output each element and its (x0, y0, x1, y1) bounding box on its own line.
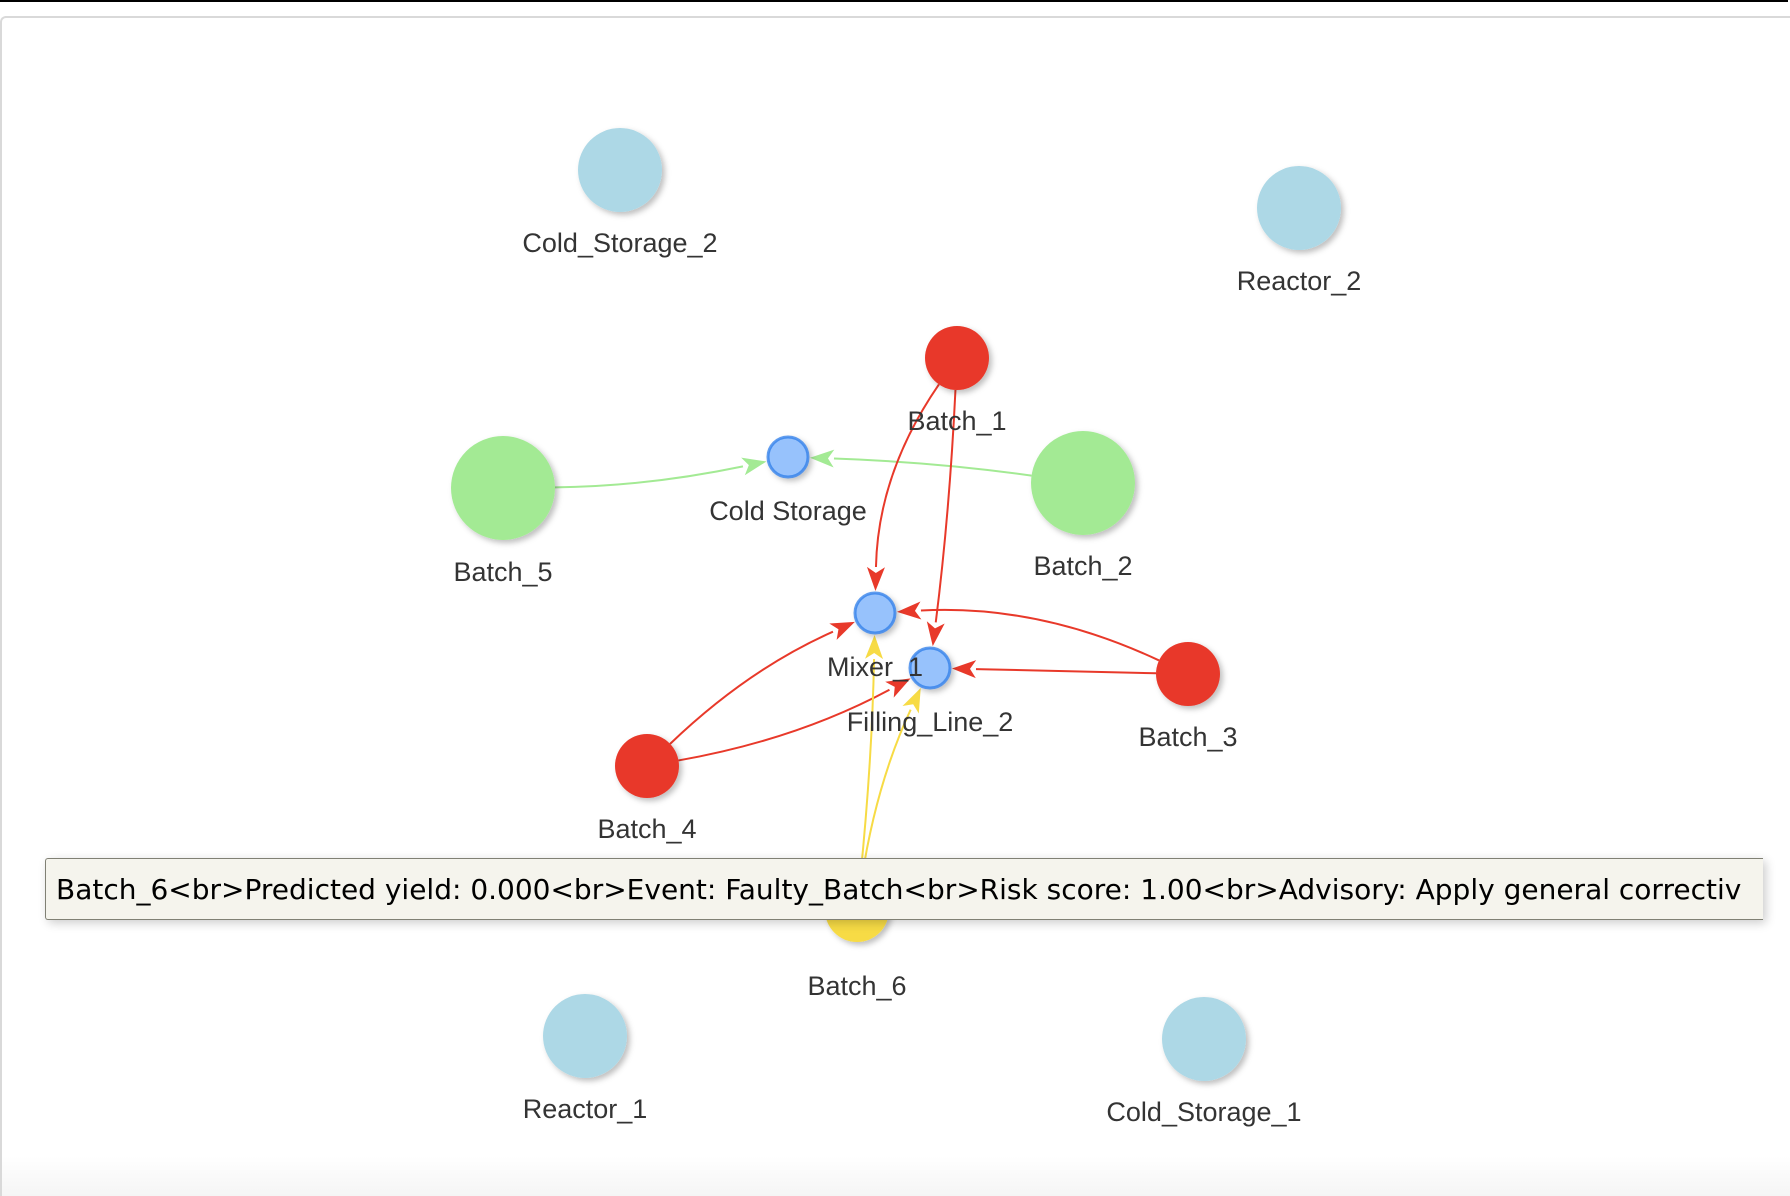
edge-line (934, 389, 957, 623)
edge-line (554, 465, 744, 489)
node-label-cold-storage-2: Cold_Storage_2 (522, 228, 717, 258)
node-label-reactor-1: Reactor_1 (523, 1094, 648, 1124)
edge-batch-1-to-filling-line-2[interactable] (926, 389, 957, 647)
node-label-batch-2: Batch_2 (1033, 551, 1132, 581)
edge-batch-5-to-cold-storage[interactable] (554, 457, 767, 489)
node-cold-storage-1[interactable] (1162, 997, 1246, 1081)
node-batch-2[interactable] (1031, 431, 1135, 535)
edge-batch-4-to-mixer-1[interactable] (669, 621, 855, 745)
node-label-reactor-2: Reactor_2 (1237, 266, 1362, 296)
edge-line (975, 668, 1157, 675)
node-filling-line-2[interactable] (908, 646, 952, 690)
edge-batch-1-to-mixer-1[interactable] (866, 383, 940, 592)
arrow-head-icon (865, 634, 884, 660)
arrow-head-icon (829, 621, 855, 640)
edge-batch-6-to-mixer-1[interactable] (859, 634, 884, 879)
edges-layer (554, 383, 1160, 879)
node-mixer-1[interactable] (853, 591, 897, 635)
arrow-head-icon (902, 687, 921, 714)
arrow-head-icon (866, 566, 885, 592)
node-batch-4[interactable] (615, 734, 679, 798)
arrow-head-icon (896, 601, 922, 620)
edge-batch-3-to-mixer-1[interactable] (896, 601, 1160, 662)
edge-batch-6-to-filling-line-2[interactable] (860, 687, 921, 879)
arrow-head-icon (951, 660, 977, 679)
edge-batch-3-to-filling-line-2[interactable] (951, 660, 1157, 679)
edge-line (920, 608, 1160, 662)
node-batch-3[interactable] (1156, 642, 1220, 706)
edge-line (874, 383, 940, 568)
node-label-batch-6: Batch_6 (807, 971, 906, 1001)
panel-bottom-fade (2, 1156, 1790, 1196)
edge-line (678, 688, 890, 762)
node-reactor-1[interactable] (543, 994, 627, 1078)
node-label-batch-3: Batch_3 (1138, 722, 1237, 752)
node-batch-1[interactable] (925, 326, 989, 390)
edge-line (860, 709, 912, 879)
node-label-cold-storage-1: Cold_Storage_1 (1106, 1097, 1301, 1127)
node-reactor-2[interactable] (1257, 166, 1341, 250)
arrow-head-icon (926, 621, 945, 647)
node-label-batch-4: Batch_4 (597, 814, 696, 844)
node-cold-storage[interactable] (766, 435, 810, 479)
edge-line (859, 658, 876, 879)
arrow-head-icon (809, 449, 835, 468)
edge-batch-2-to-cold-storage[interactable] (809, 449, 1032, 477)
node-tooltip: Batch_6<br>Predicted yield: 0.000<br>Eve… (45, 858, 1763, 920)
arrow-head-icon (741, 457, 767, 476)
node-batch-5[interactable] (451, 436, 555, 540)
arrow-head-icon (885, 678, 911, 698)
node-label-cold-storage: Cold Storage (709, 496, 867, 526)
edge-line (833, 457, 1032, 477)
node-label-filling-line-2: Filling_Line_2 (847, 707, 1014, 737)
edge-line (669, 630, 834, 745)
nodes-layer (451, 128, 1341, 1081)
edge-batch-4-to-filling-line-2[interactable] (678, 678, 911, 762)
node-label-mixer-1: Mixer_1 (827, 652, 923, 682)
labels-layer: Cold_Storage_2 Reactor_2 Batch_1 Cold Stora… (453, 228, 1361, 1127)
node-label-batch-5: Batch_5 (453, 557, 552, 587)
node-cold-storage-2[interactable] (578, 128, 662, 212)
node-label-batch-1: Batch_1 (907, 406, 1006, 436)
